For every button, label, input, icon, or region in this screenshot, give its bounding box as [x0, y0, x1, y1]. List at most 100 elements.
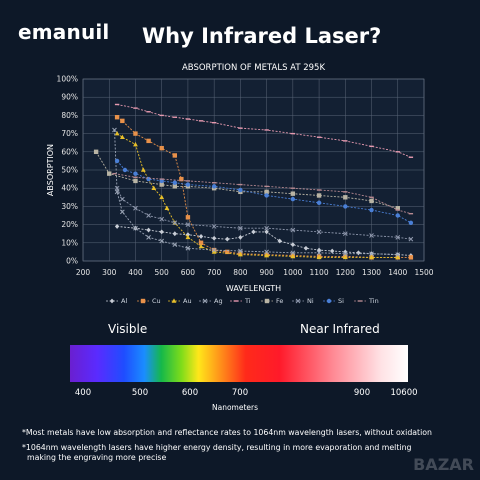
- visible-label: Visible: [108, 322, 148, 336]
- data-point-au: [395, 254, 401, 260]
- legend-label-si: Si: [338, 297, 344, 305]
- data-point-si: [211, 184, 217, 189]
- legend-label-fe: Fe: [276, 297, 283, 305]
- data-point-ni: [114, 185, 120, 191]
- data-point-au: [290, 253, 296, 259]
- absorption-chart: ABSORPTION OF METALS AT 295K 0% 10% 20% 30% 4…: [46, 63, 434, 305]
- data-point-si: [369, 207, 374, 213]
- note-3: making the engraving more precise: [27, 453, 167, 462]
- legend-marker-si: [326, 298, 332, 304]
- legend-label-al: Al: [121, 297, 127, 305]
- data-point-fe: [395, 206, 400, 211]
- brand-logo: emanuil: [18, 20, 110, 44]
- data-point-al: [146, 227, 151, 233]
- x-tick-label: 500: [155, 268, 170, 277]
- x-tick-label: 400: [128, 268, 143, 277]
- data-point-ag: [114, 189, 120, 195]
- y-tick-label: 10%: [61, 238, 78, 247]
- data-point-ni: [264, 225, 269, 231]
- legend-label-au: Au: [183, 297, 192, 305]
- data-point-cu: [185, 215, 191, 220]
- y-axis-label: ABSORPTION: [46, 144, 55, 196]
- data-point-si: [159, 178, 164, 184]
- series-line-ni: [116, 188, 411, 240]
- data-point-ag: [133, 225, 138, 231]
- data-point-ag: [316, 250, 322, 256]
- data-point-au: [264, 252, 270, 258]
- data-point-au: [140, 167, 146, 172]
- data-point-al: [159, 229, 164, 235]
- data-point-ag: [119, 209, 125, 215]
- spectrum-tick-700: 700: [231, 388, 249, 398]
- data-point-ni: [211, 224, 217, 229]
- data-point-cu: [146, 138, 151, 144]
- data-point-al: [264, 229, 269, 235]
- spectrum-tick-10600: 10600: [390, 388, 418, 398]
- y-tick-label: 20%: [61, 220, 78, 229]
- data-point-fe: [343, 195, 348, 200]
- data-point-si: [395, 213, 400, 218]
- data-point-ni: [185, 222, 191, 227]
- x-tick-label: 1300: [362, 268, 381, 277]
- watermark: BAZAR: [413, 455, 474, 474]
- data-point-al: [198, 234, 204, 239]
- data-point-si: [238, 187, 243, 193]
- data-point-ni: [172, 220, 178, 226]
- data-point-cu: [179, 176, 184, 182]
- data-point-ag: [172, 242, 178, 247]
- legend-label-cu: Cu: [152, 297, 161, 305]
- data-point-cu: [198, 240, 204, 245]
- data-point-al: [225, 236, 230, 242]
- data-point-ag: [159, 238, 165, 244]
- data-point-ni: [133, 205, 138, 211]
- series-line-al: [117, 225, 411, 256]
- y-tick-label: 0%: [66, 257, 78, 266]
- y-tick-label: 30%: [61, 202, 78, 211]
- chart-title: ABSORPTION OF METALS AT 295K: [182, 63, 326, 73]
- data-point-fe: [133, 178, 138, 184]
- data-point-si: [114, 158, 120, 164]
- x-axis-label: WAVELENGTH: [226, 284, 281, 293]
- spectrum-bar: [70, 345, 408, 382]
- data-point-au: [164, 205, 170, 211]
- legend-label-ag: Ag: [214, 297, 223, 305]
- data-point-ni: [408, 236, 414, 242]
- data-point-cu: [133, 131, 138, 136]
- x-tick-label: 600: [181, 268, 196, 277]
- data-point-ni: [316, 229, 322, 235]
- series-line-au: [116, 133, 398, 258]
- data-point-ag: [395, 252, 401, 257]
- data-point-au: [185, 234, 191, 240]
- data-point-si: [316, 200, 322, 205]
- data-point-si: [146, 176, 151, 182]
- data-point-si: [133, 171, 138, 176]
- series-line-si: [116, 160, 412, 224]
- note-2: *1064nm wavelength lasers have higher en…: [22, 443, 412, 452]
- series-line-fe: [95, 151, 398, 209]
- data-point-cu: [120, 118, 125, 124]
- x-tick-label: 1100: [310, 268, 329, 277]
- near-infrared-label: Near Infrared: [300, 322, 380, 336]
- data-point-ag: [342, 251, 348, 257]
- x-tick-label: 200: [76, 268, 91, 277]
- series-line-ag: [114, 129, 398, 256]
- data-point-au: [342, 254, 348, 260]
- y-tick-label: 90%: [61, 93, 78, 102]
- data-point-fe: [316, 193, 322, 198]
- data-point-au: [369, 254, 374, 260]
- data-point-ag: [369, 251, 374, 257]
- data-point-au: [133, 141, 138, 147]
- legend-marker-au: [171, 298, 177, 303]
- data-point-ag: [238, 248, 243, 254]
- spectrum-tick-600: 600: [181, 388, 199, 398]
- page-title: Why Infrared Laser?: [142, 24, 382, 48]
- data-point-si: [343, 204, 348, 209]
- y-tick-label: 100%: [57, 75, 78, 84]
- data-point-ni: [290, 227, 296, 233]
- data-point-cu: [408, 255, 414, 260]
- data-point-fe: [107, 171, 112, 176]
- data-point-al: [211, 235, 217, 241]
- data-point-si: [290, 196, 296, 202]
- data-point-fe: [369, 198, 374, 204]
- legend-marker-fe: [264, 298, 270, 304]
